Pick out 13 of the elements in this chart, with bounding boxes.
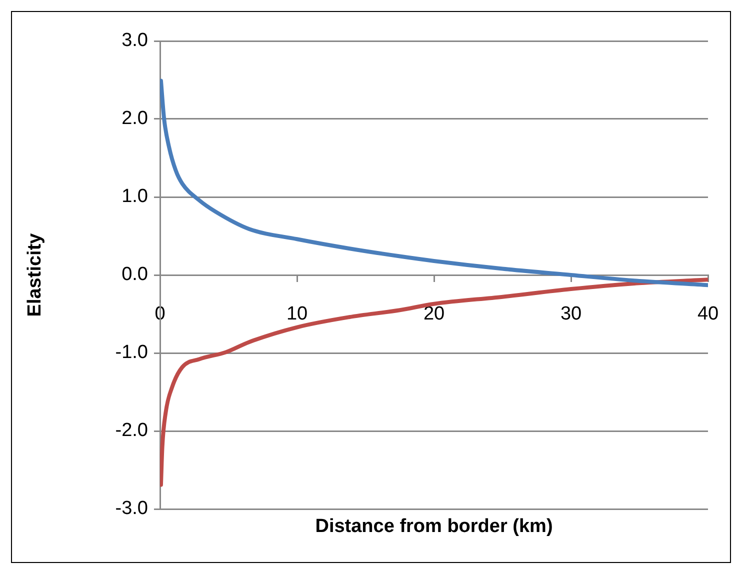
x-tick-label: 20 xyxy=(423,304,445,325)
y-axis-title: Elasticity xyxy=(24,232,46,317)
y-tick-label: -1.0 xyxy=(115,342,148,364)
y-tick-label: 0.0 xyxy=(122,264,148,286)
y-tick-label: -3.0 xyxy=(115,498,148,520)
x-tick-label: 30 xyxy=(560,304,582,325)
y-tick-label: -2.0 xyxy=(115,420,148,442)
x-axis-title: Distance from border (km) xyxy=(314,516,554,538)
x-tick-label: 10 xyxy=(286,304,308,325)
y-tick-label: 1.0 xyxy=(122,186,148,208)
y-tick-label: 2.0 xyxy=(122,108,148,130)
x-tick-label: 40 xyxy=(697,304,719,325)
y-tick-label: 3.0 xyxy=(122,30,148,52)
